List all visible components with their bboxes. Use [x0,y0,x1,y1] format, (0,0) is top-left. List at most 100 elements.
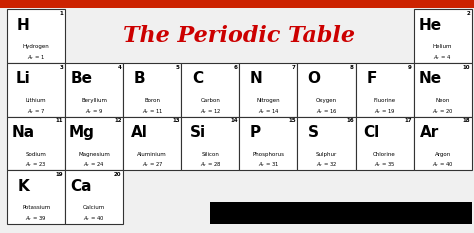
Text: 2: 2 [466,11,470,16]
Text: S: S [308,125,319,140]
Bar [298,116,356,170]
Text: 13: 13 [172,118,180,123]
Bar [356,116,413,170]
Bar [7,116,65,170]
Text: $A_r$ = 4: $A_r$ = 4 [433,53,452,62]
Bar [356,63,413,116]
Text: 1: 1 [60,11,64,16]
Bar [239,116,297,170]
Text: Silicon: Silicon [201,151,219,157]
Text: N: N [249,72,262,86]
Bar [7,63,65,116]
Text: 11: 11 [56,118,64,123]
Bar [413,63,472,116]
Bar [123,63,181,116]
Text: $A_r$ = 31: $A_r$ = 31 [258,160,279,169]
Text: 8: 8 [350,65,354,69]
Text: 15: 15 [288,118,296,123]
Text: K: K [18,179,29,194]
Bar [7,170,65,224]
Text: $A_r$ = 27: $A_r$ = 27 [142,160,163,169]
Text: Phosphorus: Phosphorus [252,151,284,157]
Text: Chlorine: Chlorine [373,151,396,157]
Text: $A_r$ = 20: $A_r$ = 20 [432,107,454,116]
Text: 19: 19 [56,172,64,177]
Text: $A_r$ = 9: $A_r$ = 9 [85,107,103,116]
Text: Carbon: Carbon [201,98,220,103]
Text: P: P [250,125,261,140]
Bar [65,116,123,170]
Bar [0,0,474,8]
Text: 12: 12 [114,118,121,123]
Text: H: H [17,18,30,33]
Text: Potassium: Potassium [22,205,50,210]
Text: Hydrogen: Hydrogen [23,44,49,49]
Text: Magnesium: Magnesium [78,151,110,157]
Text: Li: Li [16,72,31,86]
Text: B: B [134,72,146,86]
Bar [65,63,123,116]
Text: $A_r$ = 40: $A_r$ = 40 [432,160,454,169]
Text: 18: 18 [462,118,470,123]
Text: 20: 20 [114,172,121,177]
Bar [413,116,472,170]
Text: 9: 9 [408,65,412,69]
Bar [181,116,239,170]
Text: 17: 17 [404,118,412,123]
Text: Sulphur: Sulphur [316,151,337,157]
Text: He: He [418,18,441,33]
Text: Argon: Argon [435,151,451,157]
Text: $A_r$ = 23: $A_r$ = 23 [26,160,47,169]
Text: Helium: Helium [433,44,452,49]
Bar [65,170,123,224]
Text: Ne: Ne [418,72,441,86]
Text: Si: Si [190,125,206,140]
Text: 5: 5 [176,65,180,69]
Text: Lithium: Lithium [26,98,46,103]
Text: Oxygen: Oxygen [316,98,337,103]
Text: Ca: Ca [71,179,92,194]
Text: Ar: Ar [420,125,439,140]
Text: $A_r$ = 7: $A_r$ = 7 [27,107,45,116]
Text: Al: Al [131,125,148,140]
Bar [210,202,472,224]
Text: 7: 7 [292,65,296,69]
Text: $A_r$ = 24: $A_r$ = 24 [83,160,105,169]
Text: Cl: Cl [364,125,380,140]
Text: $A_r$ = 14: $A_r$ = 14 [257,107,279,116]
Text: Neon: Neon [436,98,450,103]
Text: 16: 16 [346,118,354,123]
Text: Aluminium: Aluminium [137,151,167,157]
Text: Na: Na [12,125,35,140]
Text: 10: 10 [463,65,470,69]
Text: $A_r$ = 28: $A_r$ = 28 [200,160,221,169]
Text: F: F [366,72,377,86]
Text: Sodium: Sodium [26,151,46,157]
Bar [298,63,356,116]
Text: $A_r$ = 19: $A_r$ = 19 [374,107,395,116]
Bar [181,63,239,116]
Text: 4: 4 [118,65,121,69]
Text: $A_r$ = 16: $A_r$ = 16 [316,107,337,116]
Bar [7,9,65,63]
Text: 3: 3 [60,65,64,69]
Text: 6: 6 [234,65,237,69]
Text: C: C [192,72,203,86]
Bar [123,116,181,170]
Text: Mg: Mg [69,125,94,140]
Text: O: O [307,72,320,86]
Text: $A_r$ = 40: $A_r$ = 40 [83,214,105,223]
Text: Boron: Boron [144,98,160,103]
Text: $A_r$ = 32: $A_r$ = 32 [316,160,337,169]
Text: $A_r$ = 11: $A_r$ = 11 [142,107,163,116]
Text: 14: 14 [230,118,237,123]
Text: Be: Be [71,72,92,86]
Text: $A_r$ = 39: $A_r$ = 39 [25,214,47,223]
Text: $A_r$ = 12: $A_r$ = 12 [200,107,221,116]
Text: The Periodic Table: The Periodic Table [123,25,356,47]
Text: Calcium: Calcium [83,205,105,210]
Text: $A_r$ = 35: $A_r$ = 35 [374,160,395,169]
Text: $A_r$ = 1: $A_r$ = 1 [27,53,45,62]
Bar [239,63,297,116]
Bar [413,9,472,63]
